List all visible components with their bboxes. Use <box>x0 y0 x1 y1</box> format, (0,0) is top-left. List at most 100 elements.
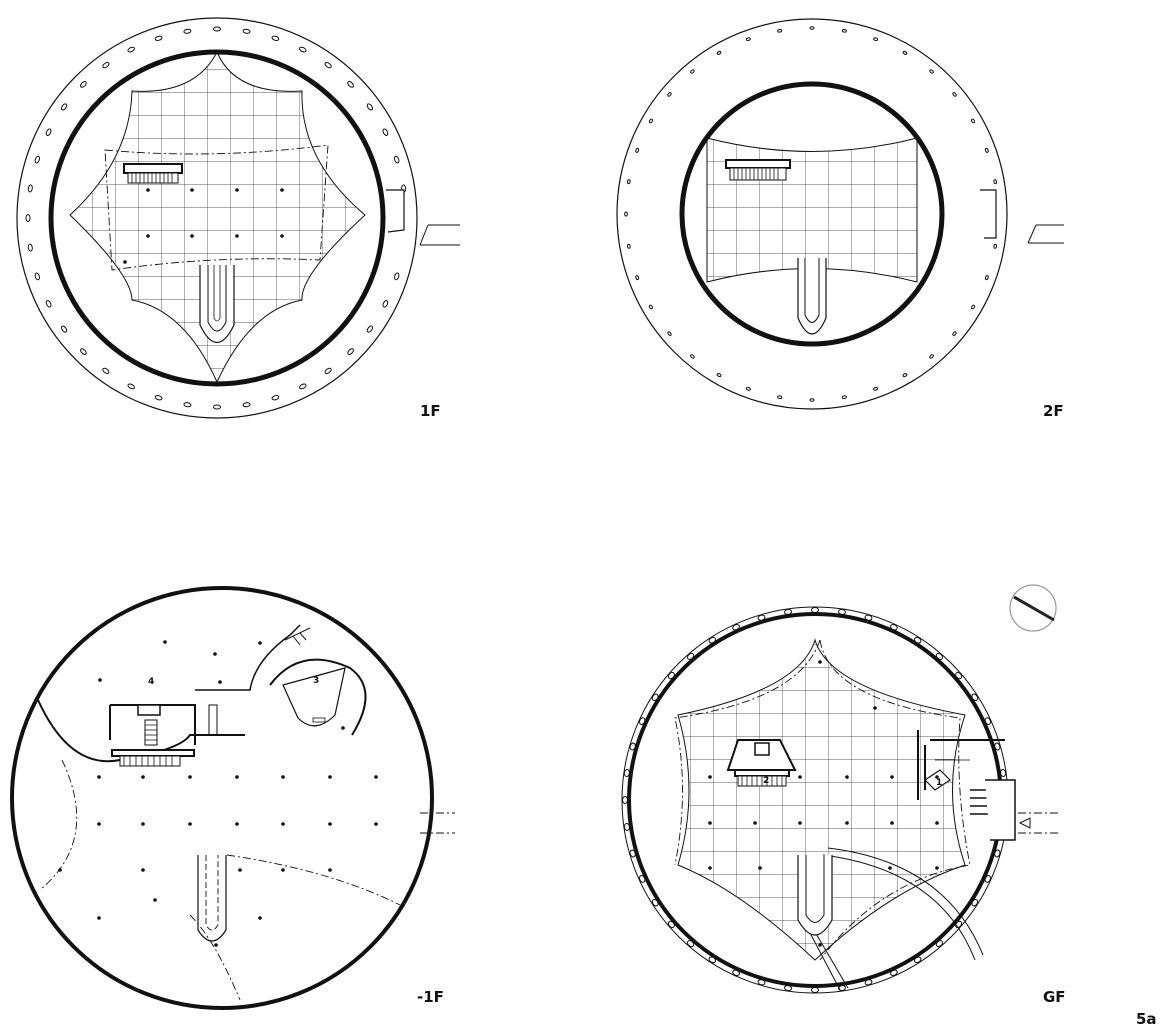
opening <box>864 979 873 986</box>
column <box>190 188 194 192</box>
opening <box>213 26 221 32</box>
opening <box>667 92 672 97</box>
column <box>818 943 822 947</box>
opening <box>811 607 819 613</box>
plan-label-basement: -1F <box>417 988 444 1006</box>
column <box>374 822 378 826</box>
column <box>845 775 849 779</box>
column <box>146 234 150 238</box>
room-number-1: 1 <box>936 778 942 788</box>
column <box>58 868 62 872</box>
opening <box>34 155 40 164</box>
column <box>328 868 332 872</box>
opening <box>984 717 991 725</box>
stair-block <box>726 739 797 787</box>
entrance-notch <box>980 189 997 239</box>
opening <box>971 118 976 124</box>
column <box>190 234 194 238</box>
opening <box>639 875 646 883</box>
opening <box>623 823 630 831</box>
column <box>935 775 939 779</box>
opening <box>690 69 695 74</box>
entrance-dash <box>420 812 455 834</box>
column <box>153 898 157 902</box>
column <box>818 660 822 664</box>
opening <box>984 875 991 883</box>
dash-line <box>39 759 78 891</box>
figure-label: 5a <box>1136 1010 1157 1028</box>
opening <box>623 769 630 777</box>
opening <box>777 395 783 400</box>
opening <box>732 969 740 976</box>
entrance-notch <box>985 779 1016 841</box>
column <box>935 821 939 825</box>
column <box>141 822 145 826</box>
opening <box>984 147 989 153</box>
column <box>188 822 192 826</box>
curved-ramp <box>822 854 976 961</box>
column <box>328 775 332 779</box>
dash-outline <box>104 144 329 271</box>
opening <box>890 969 898 976</box>
column <box>213 652 217 656</box>
plan-basement: 3 4 <box>10 586 455 1010</box>
opening <box>382 300 389 308</box>
opening <box>809 398 815 402</box>
opening <box>838 985 846 992</box>
opening <box>935 940 944 948</box>
column <box>97 822 101 826</box>
stair-block <box>725 159 791 181</box>
plan-label-2f: 2F <box>1043 402 1064 420</box>
column <box>141 868 145 872</box>
opening <box>639 717 646 725</box>
column <box>341 726 345 730</box>
opening <box>45 128 52 136</box>
opening <box>929 69 934 74</box>
column <box>758 866 762 870</box>
opening <box>686 652 695 660</box>
column <box>98 678 102 682</box>
opening <box>60 103 68 111</box>
plan-ground: 2 1 <box>621 606 1060 994</box>
column <box>258 916 262 920</box>
column <box>890 775 894 779</box>
column <box>798 821 802 825</box>
column <box>188 775 192 779</box>
opening <box>271 395 280 401</box>
counter <box>924 769 951 791</box>
column <box>890 821 894 825</box>
dash-outline <box>674 639 971 961</box>
opening <box>994 742 1001 751</box>
opening <box>626 243 631 249</box>
opening <box>394 155 400 164</box>
opening <box>971 898 979 907</box>
inner-wall <box>679 81 945 347</box>
opening <box>271 35 280 41</box>
opening <box>841 395 847 400</box>
opening <box>27 184 33 193</box>
opening <box>382 128 389 136</box>
column <box>238 868 242 872</box>
opening <box>651 693 659 702</box>
opening <box>838 608 846 615</box>
service-stair <box>284 627 311 646</box>
column <box>280 188 284 192</box>
entrance-notch <box>386 189 405 233</box>
column <box>873 706 877 710</box>
entrance-arrow-icon <box>1018 817 1031 829</box>
ramp-loop <box>199 265 235 344</box>
opening <box>366 325 374 333</box>
opening <box>366 103 374 111</box>
opening <box>347 81 354 88</box>
column <box>141 775 145 779</box>
stair-block <box>123 163 183 184</box>
opening <box>757 614 766 621</box>
room-number-3: 3 <box>313 676 319 686</box>
opening <box>690 354 695 359</box>
column <box>845 821 849 825</box>
perimeter-openings <box>25 26 407 410</box>
opening <box>299 46 307 53</box>
column <box>97 775 101 779</box>
dash-line <box>189 914 241 1001</box>
